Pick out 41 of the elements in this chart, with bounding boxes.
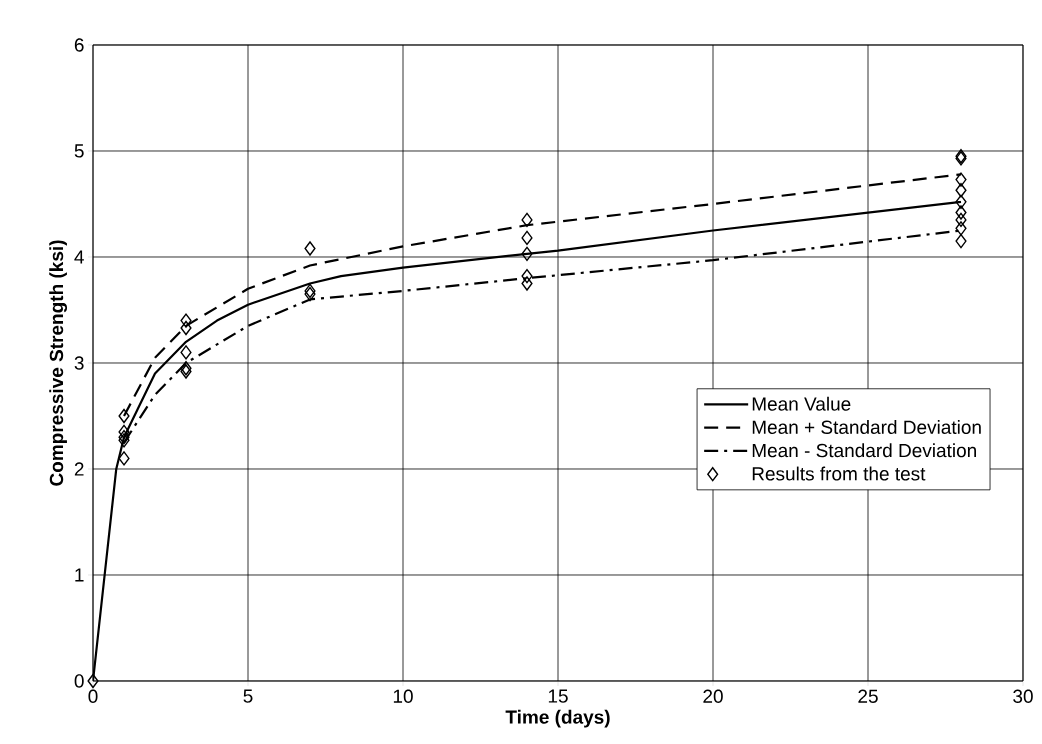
legend-label: Mean Value	[752, 396, 851, 411]
point	[87, 673, 99, 689]
y-tick-label: 5	[74, 144, 84, 158]
point	[955, 194, 967, 210]
point	[955, 221, 967, 236]
point	[118, 408, 130, 424]
y-tick-label: 1	[75, 568, 84, 582]
point	[521, 276, 533, 291]
point	[521, 246, 533, 262]
legend-label: Mean + Standard Deviation	[752, 420, 981, 434]
y-tick-label: 6	[74, 38, 84, 52]
x-tick-label: 10	[393, 689, 413, 703]
point	[118, 429, 130, 445]
y-tick-label: 0	[74, 674, 84, 688]
legend-label: Mean - Standard Deviation	[752, 443, 976, 458]
point	[955, 233, 967, 249]
point	[521, 230, 533, 246]
point	[521, 212, 533, 228]
point	[180, 345, 192, 360]
point	[118, 424, 130, 440]
y-axis-title: Compressive Strength (ksi)	[49, 240, 68, 486]
point	[180, 313, 192, 328]
y-tick-label: 2	[74, 462, 84, 476]
point	[955, 205, 967, 220]
y-tick-label: 3	[74, 356, 84, 370]
x-axis-title: Time (days)	[505, 709, 610, 728]
point	[955, 183, 967, 198]
y-tick-label: 4	[74, 250, 84, 264]
x-tick-label: 0	[88, 689, 98, 703]
point	[955, 172, 967, 187]
x-tick-label: 20	[703, 689, 723, 703]
x-tick-label: 25	[858, 689, 878, 703]
point	[304, 241, 316, 256]
x-tick-label: 15	[548, 689, 568, 703]
point	[180, 320, 192, 336]
point	[955, 212, 967, 228]
x-tick-label: 30	[1013, 689, 1033, 703]
legend-label: Results from the test	[752, 466, 926, 481]
point	[118, 451, 130, 466]
point	[521, 268, 533, 284]
x-tick-label: 5	[243, 689, 253, 703]
